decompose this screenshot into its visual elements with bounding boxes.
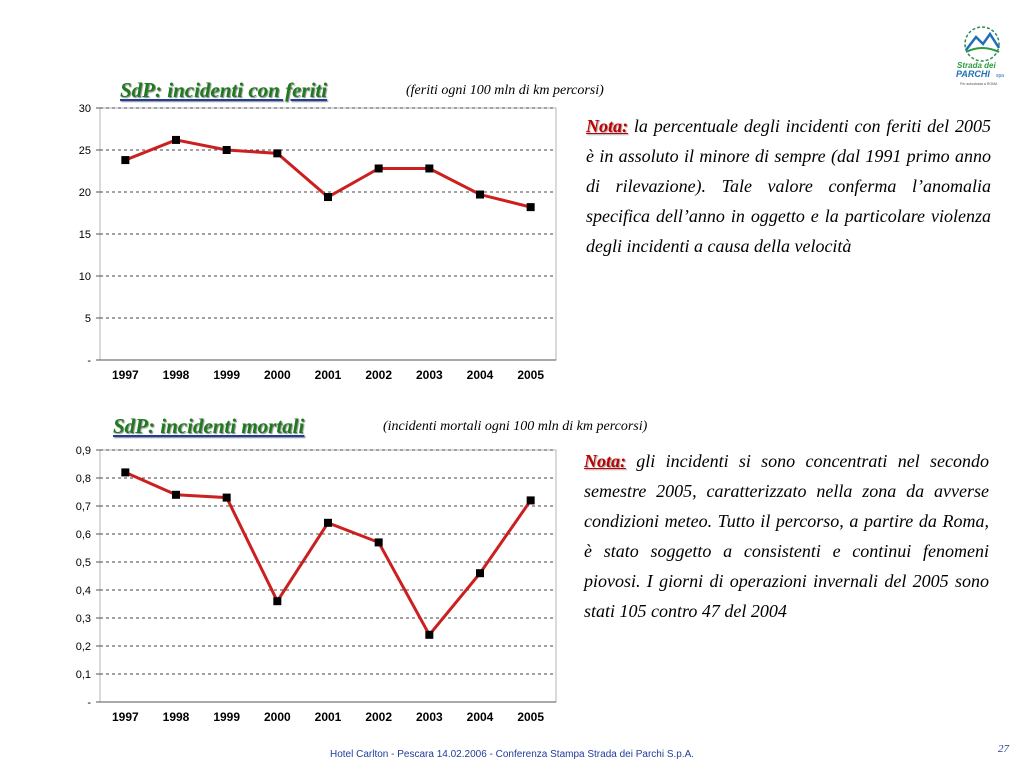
x-tick-label: 1998 <box>163 368 190 382</box>
note-1-label: Nota: <box>586 116 628 136</box>
data-point <box>526 496 535 505</box>
chart1-title: SdP: incidenti con feriti <box>120 78 328 102</box>
y-tick-label: 0,4 <box>76 585 91 597</box>
chart2-title: SdP: incidenti mortali <box>113 414 305 438</box>
x-tick-label: 2002 <box>365 368 392 382</box>
data-point <box>526 203 535 212</box>
y-tick-label: 25 <box>79 145 91 157</box>
data-point <box>222 146 231 154</box>
y-tick-label: 0,2 <box>76 641 91 653</box>
data-point <box>273 149 282 158</box>
data-point <box>273 597 282 606</box>
note-1-text: la percentuale degli incidenti con ferit… <box>586 116 991 256</box>
y-tick-label: 0,6 <box>76 529 91 541</box>
data-point <box>324 193 332 202</box>
x-tick-label: 2001 <box>315 368 342 382</box>
chart2-subtitle: (incidenti mortali ogni 100 mln di km pe… <box>383 419 648 434</box>
y-tick-label: 20 <box>79 187 91 199</box>
x-tick-label: 2000 <box>264 368 291 382</box>
x-tick-label: 2005 <box>517 368 544 382</box>
note-2-label: Nota: <box>584 451 626 471</box>
x-tick-label: 1997 <box>112 368 139 382</box>
y-tick-label: 0,9 <box>76 445 91 457</box>
note-2: Nota: gli incidenti si sono concentrati … <box>584 446 989 626</box>
x-tick-label: 1998 <box>163 710 190 724</box>
y-tick-label: 0,1 <box>76 669 91 681</box>
y-tick-label: 10 <box>79 271 91 283</box>
x-tick-label: 2003 <box>416 368 443 382</box>
data-point <box>172 135 180 144</box>
y-tick-label: 0,3 <box>76 613 91 625</box>
y-tick-label: 30 <box>79 103 91 115</box>
x-tick-label: 1999 <box>213 710 240 724</box>
chart-incidenti-mortali: - 0,1 0,2 0,3 0,4 0,5 0,6 0,7 0,8 0,9 1997 1998 1999… <box>76 445 557 724</box>
page-number: 27 <box>998 743 1009 755</box>
data-point <box>121 468 130 477</box>
y-tick-label: 5 <box>85 313 91 325</box>
logo-mountains <box>965 31 1001 51</box>
y-tick-label: - <box>87 697 91 709</box>
logo-text-line1: Strada dei <box>957 61 996 70</box>
data-point <box>222 493 231 502</box>
x-tick-label: 1997 <box>112 710 139 724</box>
data-point <box>172 490 180 499</box>
data-point <box>425 630 434 639</box>
x-tick-label: 2000 <box>264 710 291 724</box>
x-tick-label: 2004 <box>467 368 494 382</box>
footer: Hotel Carlton - Pescara 14.02.2006 - Con… <box>330 749 695 760</box>
x-tick-label: 2002 <box>365 710 392 724</box>
note-1: Nota: la percentuale degli incidenti con… <box>586 111 991 261</box>
note-2-text: gli incidenti si sono concentrati nel se… <box>584 451 989 621</box>
logo-tagline: Per autostrada a ROMA <box>960 82 998 86</box>
x-tick-label: 2004 <box>467 710 494 724</box>
data-point <box>374 538 383 547</box>
y-tick-label: - <box>87 355 91 367</box>
data-point <box>374 164 383 173</box>
chart1-subtitle: (feriti ogni 100 mln di km percorsi) <box>406 83 604 98</box>
logo-hill <box>965 47 1000 53</box>
data-point <box>324 518 332 527</box>
logo-text-line2: PARCHI <box>956 69 990 79</box>
data-point <box>425 164 434 173</box>
x-tick-label: 2001 <box>315 710 342 724</box>
data-point <box>476 190 484 199</box>
y-tick-label: 0,8 <box>76 473 91 485</box>
strada-dei-parchi-logo: Strada dei PARCHI spa Per autostrada a R… <box>956 26 1004 86</box>
y-tick-label: 15 <box>79 229 91 241</box>
y-tick-label: 0,5 <box>76 557 91 569</box>
y-tick-label: 0,7 <box>76 501 91 513</box>
chart-incidenti-con-feriti: - 5 10 15 20 25 30 1997 1998 1999 2000 2001 2002 2003… <box>79 103 557 382</box>
data-point <box>476 569 484 578</box>
logo-text-suffix: spa <box>996 73 1004 79</box>
plot-area <box>99 449 557 703</box>
x-tick-label: 2005 <box>517 710 544 724</box>
x-tick-label: 2003 <box>416 710 443 724</box>
x-tick-label: 1999 <box>213 368 240 382</box>
logo-ring <box>964 26 1000 62</box>
data-point <box>121 156 130 165</box>
